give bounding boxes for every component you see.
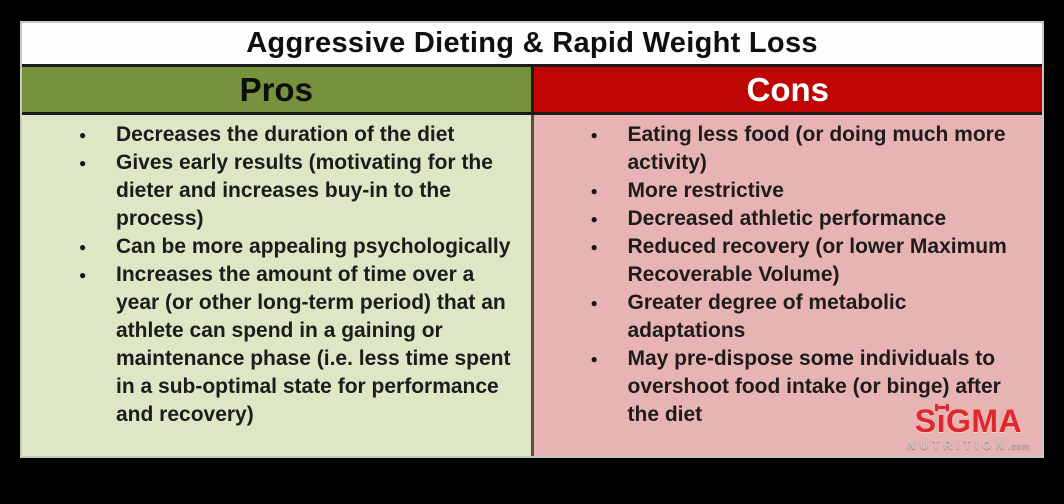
list-item: Decreases the duration of the diet: [22, 121, 531, 149]
table-header-row: Pros Cons: [22, 67, 1042, 115]
list-item: May pre-dispose some individuals to over…: [534, 345, 1043, 429]
logo-brand-text: Sı GMA: [907, 403, 1030, 439]
list-item: Decreased athletic performance: [534, 205, 1043, 233]
list-item: Reduced recovery (or lower Maximum Recov…: [534, 233, 1043, 289]
list-item: More restrictive: [534, 177, 1043, 205]
pros-cons-table: Aggressive Dieting & Rapid Weight Loss P…: [20, 21, 1044, 458]
logo-brand-gma: GMA: [945, 403, 1023, 439]
cons-column-header: Cons: [530, 67, 1042, 112]
list-item: Gives early results (motivating for the …: [22, 149, 531, 233]
logo-brand-i-glyph: ı: [936, 403, 946, 439]
pros-bullet-list: Decreases the duration of the dietGives …: [22, 121, 531, 429]
dumbbell-icon: [934, 403, 949, 412]
list-item: Increases the amount of time over a year…: [22, 261, 531, 429]
slide-title: Aggressive Dieting & Rapid Weight Loss: [22, 23, 1042, 67]
pros-column-header: Pros: [22, 67, 531, 112]
list-item: Can be more appealing psychologically: [22, 233, 531, 261]
cons-column-cell: Eating less food (or doing much more act…: [530, 115, 1043, 456]
logo-brand-i: ı: [934, 403, 949, 439]
sigma-nutrition-logo: Sı GMA NUTRITION.com: [907, 403, 1030, 451]
logo-tagline-text: NUTRITION: [906, 438, 1009, 452]
logo-tld-text: .com: [1008, 441, 1030, 451]
list-item: Eating less food (or doing much more act…: [534, 121, 1043, 177]
cons-bullet-list: Eating less food (or doing much more act…: [534, 121, 1043, 429]
logo-tagline: NUTRITION.com: [907, 439, 1030, 451]
pros-column-cell: Decreases the duration of the dietGives …: [22, 115, 531, 456]
list-item: Greater degree of metabolic adaptations: [534, 289, 1043, 345]
table-body-row: Decreases the duration of the dietGives …: [22, 115, 1042, 456]
logo-brand-s: S: [914, 403, 937, 439]
